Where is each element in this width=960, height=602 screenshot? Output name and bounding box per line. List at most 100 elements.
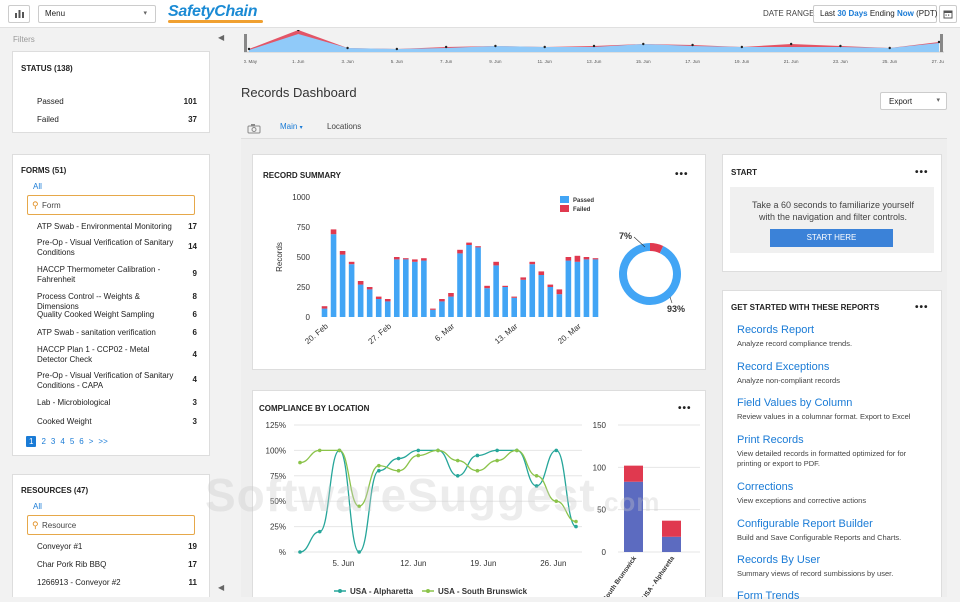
timeline-tick-label: 19. Jun [734, 59, 749, 64]
page-link[interactable]: 4 [60, 437, 65, 446]
timeline-point [789, 42, 793, 46]
donut-label-connector [633, 236, 646, 248]
report-desc: Analyze non-compliant records [737, 376, 840, 385]
resource-search-input[interactable]: ⚲ Resource [27, 515, 195, 535]
series-point [396, 456, 401, 461]
y-tick-label: 100 [593, 463, 607, 472]
bar-failed [448, 293, 454, 297]
series-point [416, 453, 421, 458]
report-link[interactable]: Field Values by Column [737, 397, 853, 409]
collapse-sidebar-icon[interactable]: ◀ [218, 33, 225, 42]
timeline-tick-label: 30. May [244, 59, 258, 64]
bar-passed [421, 260, 427, 317]
bar-passed [403, 259, 409, 317]
chart-icon-button[interactable] [8, 5, 30, 23]
series-point [357, 550, 361, 554]
series-point [377, 468, 381, 473]
form-item-count: 14 [188, 242, 197, 251]
bar-passed [430, 309, 436, 317]
bar-failed [339, 251, 346, 255]
bar-passed [529, 264, 536, 317]
y-tick-label: 50% [270, 497, 286, 506]
forms-all-link[interactable]: All [33, 182, 42, 191]
report-desc: View detailed records in formatted optim… [737, 449, 907, 468]
search-icon: ⚲ [32, 200, 39, 210]
reports-menu[interactable]: ••• [915, 302, 929, 313]
chevron-down-icon: ▾ [936, 97, 940, 104]
location-bar-passed [624, 481, 643, 552]
report-link[interactable]: Records By User [737, 554, 821, 566]
series-point [455, 458, 460, 463]
bar-failed [366, 287, 373, 290]
page-link[interactable]: 6 [79, 437, 84, 446]
y-tick-label: 125% [266, 421, 286, 430]
tab-main-label: Main [280, 122, 298, 131]
timeline-tick-label: 11. Jun [537, 59, 552, 64]
start-here-button[interactable]: START HERE [770, 229, 893, 247]
report-link[interactable]: Corrections [737, 481, 794, 493]
legend-passed-swatch [560, 196, 569, 203]
tab-locations[interactable]: Locations [327, 122, 362, 131]
form-item-count: 8 [192, 292, 197, 301]
form-item-count: 17 [188, 222, 197, 231]
date-range-selector[interactable]: Last 30 Days Ending Now (PDT) [813, 5, 937, 23]
reports-title: GET STARTED WITH THESE REPORTS [731, 303, 880, 312]
series-point [377, 463, 381, 468]
x-tick-label: 6. Mar [433, 321, 456, 343]
page-link[interactable]: 3 [50, 437, 56, 446]
next-page-link[interactable]: > [88, 437, 94, 446]
page-link[interactable]: 1 [26, 436, 37, 447]
compliance-location-bar-chart: 0 50 100 150 USA - South Brunswick USA - Alph… [591, 421, 700, 597]
status-label: Failed [37, 115, 59, 124]
collapse-arrow-icon[interactable]: ◀ [218, 583, 225, 592]
record-summary-menu[interactable]: ••• [675, 169, 689, 180]
report-link[interactable]: Configurable Report Builder [737, 518, 873, 530]
form-search-input[interactable]: ⚲ Form [27, 195, 195, 215]
bar-failed [484, 285, 490, 289]
forms-pagination: 1 2 3 4 5 6 > >> [26, 436, 113, 447]
reports-card: GET STARTED WITH THESE REPORTS ••• [722, 290, 942, 597]
camera-icon[interactable] [247, 123, 261, 134]
timeline-tick-label: 27. Jun [932, 59, 944, 64]
timeline-tick-label: 17. Jun [685, 59, 700, 64]
page-link[interactable]: 5 [69, 437, 75, 446]
top-bar: Menu ▾ SafetyChain DATE RANGE Last 30 Da… [0, 0, 960, 28]
calendar-button[interactable] [939, 5, 957, 23]
export-dropdown[interactable]: Export ▾ [880, 92, 947, 110]
last-page-link[interactable]: >> [98, 437, 108, 446]
calendar-icon [943, 10, 953, 19]
bar-passed [393, 259, 400, 317]
timeline-tick-label: 13. Jun [587, 59, 602, 64]
start-menu[interactable]: ••• [915, 167, 929, 178]
resource-item-count: 19 [188, 542, 197, 551]
report-link[interactable]: Record Exceptions [737, 361, 830, 373]
compliance-line-chart: % 25% 50% 75% 100% 125% 5. Jun 12. Jun 19. Jun 26… [266, 421, 582, 596]
filters-label: Filters [13, 35, 35, 44]
x-tick-label: 20. Mar [556, 321, 583, 346]
timeline-tick-label: 3. Jun [341, 59, 354, 64]
bar-failed [547, 284, 554, 287]
form-item-count: 4 [192, 375, 197, 384]
page-link[interactable]: 2 [41, 437, 46, 446]
series-line [299, 449, 577, 553]
chevron-down-icon: ▾ [143, 10, 147, 17]
report-link[interactable]: Form Trends [737, 590, 800, 602]
legend-marker [338, 589, 342, 593]
timeline-point [346, 46, 349, 50]
timeline-navigator[interactable]: 30. May 1. Jun 3. Jun 5. Jun 7. Jun 9. Jun 11.… [244, 30, 944, 66]
bar-passed [583, 259, 590, 317]
report-link[interactable]: Print Records [737, 434, 804, 446]
bar-failed [511, 296, 517, 298]
resources-all-link[interactable]: All [33, 502, 42, 511]
donut-label-connector [669, 296, 673, 304]
date-range-mid: Ending [867, 9, 897, 18]
legend-failed-swatch [560, 205, 569, 212]
compliance-menu[interactable]: ••• [678, 403, 692, 414]
report-link[interactable]: Records Report [737, 324, 815, 336]
bar-failed [556, 289, 563, 295]
form-item-label: ATP Swab - Environmental Monitoring [37, 222, 172, 231]
menu-dropdown[interactable]: Menu ▾ [38, 5, 156, 23]
timeline-point [247, 47, 251, 51]
forms-title: FORMS (51) [21, 166, 67, 175]
form-item-label: Quality Cooked Weight Sampling [37, 310, 155, 319]
